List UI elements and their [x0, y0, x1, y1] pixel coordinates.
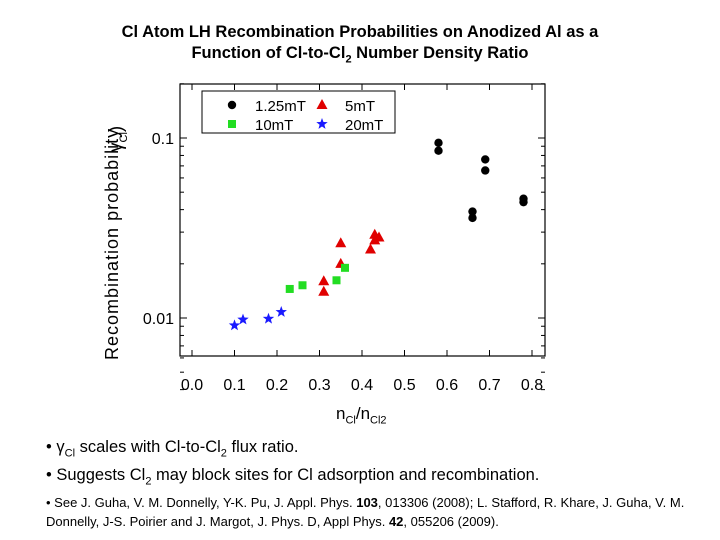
gamma-symbol: γ [106, 142, 127, 153]
data-point-triangle [365, 243, 376, 254]
data-point-circle [468, 207, 477, 216]
chart-title-line-2-subscript: 2 [345, 53, 352, 66]
y-axis-label: Recombination probability [102, 127, 122, 360]
data-point-circle [468, 213, 477, 223]
note-1-post: flux ratio. [226, 438, 299, 456]
x-tick-label: 0.6 [436, 377, 458, 394]
data-points [228, 138, 528, 331]
note-bullet-2: • Suggests Cl2 may block sites for Cl ad… [46, 464, 696, 492]
y-axis-ticks: 0.01 0.1 [143, 83, 545, 391]
note-2-sub: 2 [145, 475, 152, 488]
x-tick-label: 0.0 [181, 377, 203, 394]
x-label-slash: /n [355, 404, 371, 423]
ref-mid: , 013306 (2008); L. Stafford, R. Khare, … [46, 494, 685, 529]
y-axis-gamma-label: γCl) [106, 126, 130, 152]
x-tick-label: 0.2 [266, 377, 288, 394]
note-2-pre: • Suggests Cl [46, 466, 146, 485]
x-tick-label: 0.3 [308, 377, 330, 394]
note-2-post: may block sites for Cl adsorption and re… [151, 466, 540, 485]
data-point-circle [434, 146, 443, 155]
chart-title-line-2-main: Function of Cl-to-Cl [191, 44, 346, 62]
legend: 1.25mT 5mT 10mT 20mT [201, 90, 396, 134]
legend-marker-square [228, 120, 236, 128]
y-tick-label: 0.01 [143, 311, 174, 328]
x-label-sub-1: Cl [345, 414, 356, 427]
legend-label: 20mT [345, 117, 383, 134]
data-point-star [228, 319, 241, 331]
ref-volume-2: 42 [388, 513, 404, 529]
x-axis-ticks: 0.0 0.1 0.2 0.3 0.4 0.5 0.6 0.7 0.8 [181, 84, 543, 394]
x-tick-label: 0.5 [393, 377, 415, 394]
x-tick-label: 0.7 [478, 377, 500, 394]
data-point-triangle [318, 275, 330, 286]
scatter-chart: 0.0 0.1 0.2 0.3 0.4 0.5 0.6 0.7 0.8 0.01 0.1 1.25… [143, 83, 546, 394]
legend-marker-triangle [316, 99, 328, 109]
chart-title-line-2-tail: Number Density Ratio [351, 44, 529, 62]
ref-post: , 055206 (2009). [403, 513, 499, 529]
data-point-triangle [335, 237, 347, 248]
data-point-circle [434, 138, 443, 148]
note-bullet-1: • γCl scales with Cl-to-Cl2 flux ratio. [46, 436, 696, 464]
x-label-sub-2: Cl2 [370, 414, 387, 427]
x-tick-label: 0.4 [351, 377, 373, 394]
legend-label: 1.25mT [255, 98, 306, 115]
data-point-triangle [318, 285, 330, 296]
legend-label: 5mT [345, 98, 375, 115]
x-label-n: n [336, 404, 346, 423]
gamma-subscript: Cl [117, 132, 130, 143]
gamma-close-paren: ) [106, 125, 127, 133]
ref-volume-1: 103 [356, 494, 378, 510]
notes: • γCl scales with Cl-to-Cl2 flux ratio. … [46, 436, 696, 531]
data-point-star [262, 312, 275, 324]
data-point-star [237, 313, 249, 325]
note-1-sub-2: 2 [220, 447, 227, 460]
chart-title: Cl Atom LH Recombination Probabilities o… [0, 22, 720, 70]
y-tick-label: 0.1 [152, 131, 174, 148]
chart-title-line-2: Function of Cl-to-Cl2 Number Density Rat… [0, 43, 720, 70]
note-reference: • See J. Guha, V. M. Donnelly, Y-K. Pu, … [46, 493, 696, 531]
data-point-triangle [373, 231, 385, 242]
legend-label: 10mT [255, 117, 293, 134]
ref-pre: • See J. Guha, V. M. Donnelly, Y-K. Pu, … [46, 494, 357, 510]
data-point-star [275, 305, 287, 317]
legend-marker-circle [227, 100, 237, 110]
data-point-square [285, 284, 294, 293]
legend-box [201, 90, 396, 134]
x-tick-label: 0.8 [521, 377, 543, 394]
x-tick-label: 0.1 [223, 377, 245, 394]
note-1-sub: Cl [64, 447, 76, 460]
data-point-circle [481, 166, 490, 175]
data-point-square [332, 276, 341, 285]
legend-marker-star [316, 118, 328, 129]
data-point-circle [481, 155, 490, 164]
note-1-mid: scales with Cl-to-Cl [75, 438, 221, 456]
chart-title-line-1: Cl Atom LH Recombination Probabilities o… [121, 23, 599, 41]
data-point-circle [519, 197, 528, 207]
note-1-pre: • γ [46, 438, 65, 456]
data-point-square [341, 263, 349, 272]
x-axis-label: nCl/nCl2 [336, 404, 387, 426]
data-point-square [298, 281, 307, 290]
